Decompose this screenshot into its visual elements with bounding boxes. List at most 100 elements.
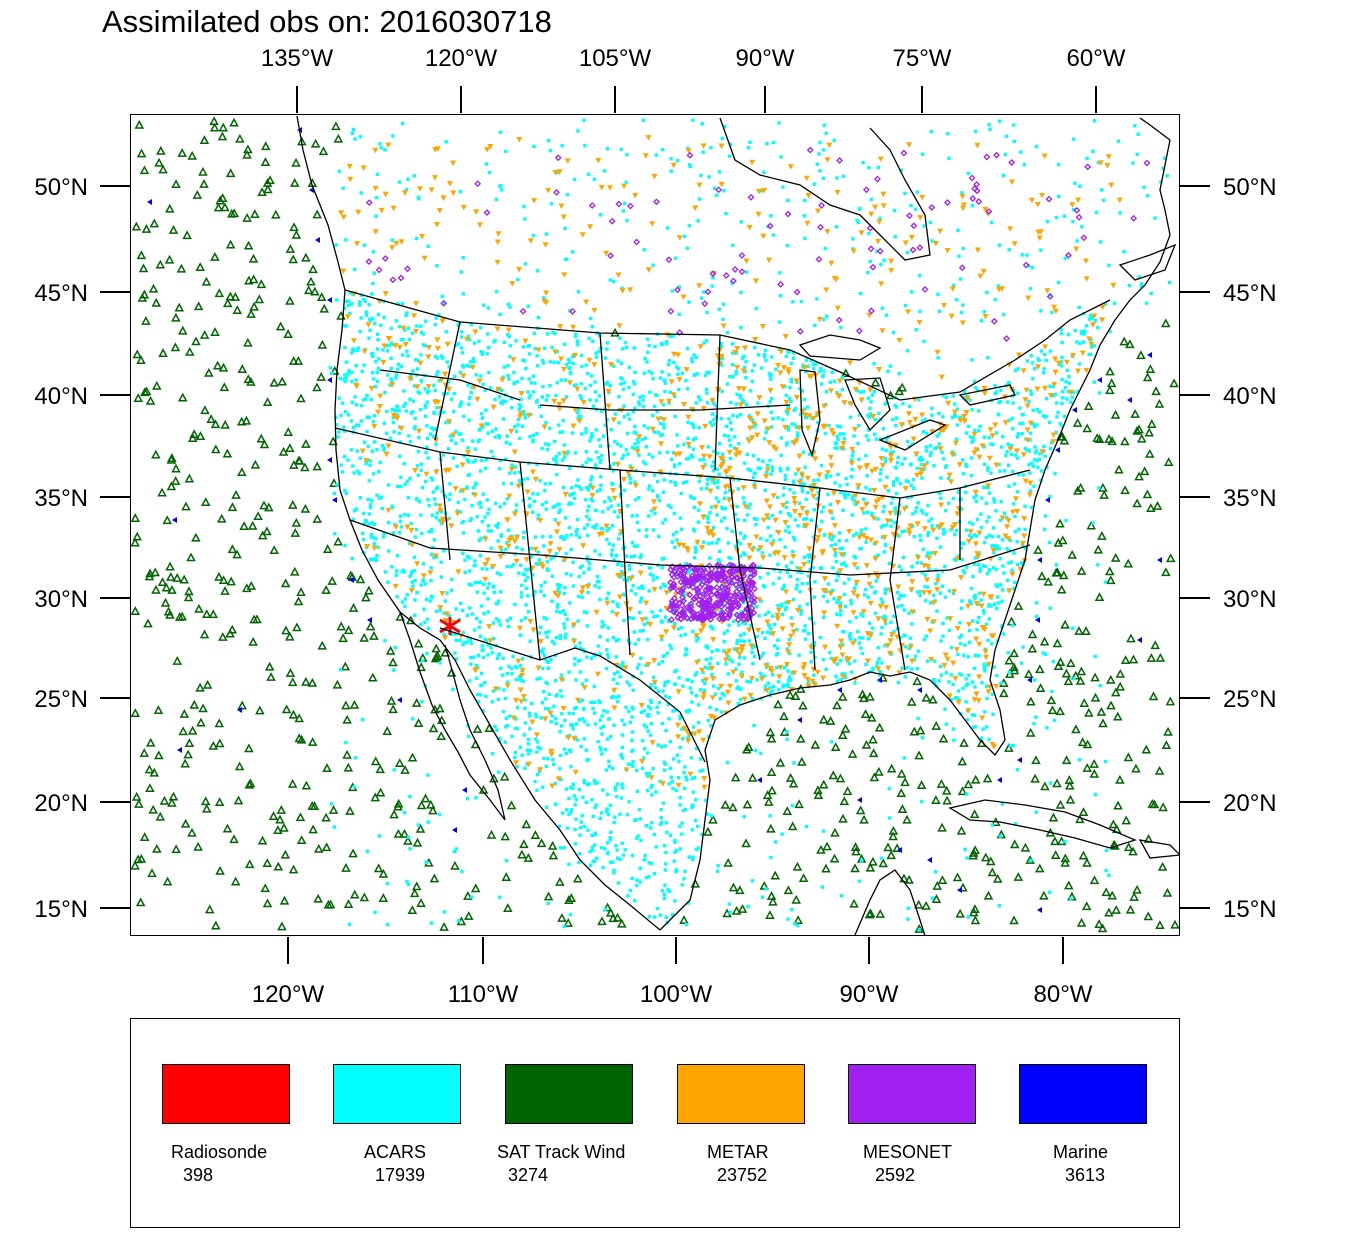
- acars-ob: [519, 595, 524, 599]
- acars-ob: [545, 659, 550, 664]
- acars-ob: [593, 805, 597, 810]
- sat-wind-ob: [225, 168, 236, 178]
- acars-ob: [681, 737, 685, 741]
- acars-ob: [564, 551, 568, 556]
- acars-ob: [633, 642, 638, 646]
- acars-ob: [574, 383, 578, 387]
- acars-ob: [970, 522, 975, 526]
- acars-ob: [665, 651, 670, 655]
- sat-wind-ob: [770, 870, 781, 880]
- acars-ob: [390, 504, 394, 509]
- acars-ob: [600, 620, 604, 624]
- acars-ob: [1002, 511, 1007, 515]
- acars-ob: [403, 597, 408, 601]
- acars-ob: [579, 487, 583, 491]
- acars-ob: [1010, 568, 1014, 572]
- acars-ob: [386, 373, 390, 377]
- acars-ob: [923, 573, 928, 577]
- acars-ob: [645, 637, 650, 642]
- acars-ob: [498, 505, 502, 509]
- acars-ob: [455, 657, 459, 661]
- acars-ob: [760, 674, 764, 678]
- acars-ob: [425, 617, 430, 621]
- sat-wind-ob: [857, 689, 868, 699]
- sat-wind-ob: [348, 848, 358, 858]
- acars-ob: [972, 666, 977, 671]
- sat-wind-ob: [1083, 401, 1094, 410]
- acars-ob: [365, 429, 369, 434]
- acars-ob: [591, 339, 595, 344]
- acars-ob: [831, 566, 835, 570]
- acars-ob: [712, 481, 717, 485]
- acars-ob: [937, 679, 941, 683]
- acars-ob: [557, 423, 561, 427]
- acars-ob: [768, 553, 772, 557]
- observation-map: 135°W 120°W 105°W 90°W 75°W 60°W 120°W 1…: [34, 45, 1276, 1008]
- sat-wind-ob: [1132, 498, 1142, 508]
- acars-ob: [983, 564, 988, 569]
- sat-wind-ob: [1031, 755, 1041, 765]
- acars-ob: [682, 593, 687, 598]
- sat-wind-ob: [886, 763, 897, 773]
- sat-wind-ob: [1121, 815, 1131, 825]
- metar-ob: [476, 222, 483, 228]
- acars-ob: [594, 803, 598, 807]
- acars-ob: [643, 747, 647, 751]
- acars-ob: [958, 621, 962, 625]
- sat-wind-ob: [428, 805, 438, 815]
- acars-ob: [505, 619, 510, 623]
- acars-ob: [544, 706, 548, 711]
- acars-ob: [473, 483, 478, 487]
- metar-ob: [782, 334, 789, 340]
- acars-ob: [994, 583, 998, 587]
- acars-ob: [698, 458, 702, 462]
- acars-ob: [980, 496, 984, 500]
- sat-wind-ob: [343, 625, 354, 635]
- acars-ob: [744, 402, 748, 407]
- acars-ob: [776, 603, 780, 608]
- acars-ob: [342, 429, 347, 433]
- acars-ob: [346, 372, 350, 376]
- acars-ob: [663, 883, 667, 887]
- acars-ob: [528, 434, 532, 439]
- acars-ob: [998, 557, 1002, 561]
- acars-ob: [780, 587, 785, 591]
- acars-ob: [622, 723, 627, 727]
- acars-ob: [726, 541, 730, 545]
- acars-ob: [673, 899, 677, 903]
- acars-ob: [534, 715, 539, 719]
- acars-ob: [493, 397, 497, 402]
- acars-ob: [395, 553, 400, 558]
- acars-ob: [1071, 219, 1075, 224]
- acars-ob: [520, 583, 524, 588]
- acars-ob: [609, 498, 613, 503]
- acars-ob: [1035, 458, 1040, 463]
- metar-ob: [375, 409, 382, 416]
- acars-ob: [1028, 489, 1033, 493]
- acars-ob: [333, 532, 337, 536]
- acars-ob: [577, 787, 582, 792]
- acars-ob: [560, 458, 565, 462]
- acars-ob: [1034, 614, 1039, 619]
- acars-ob: [577, 699, 581, 704]
- sat-wind-ob: [842, 786, 853, 796]
- acars-ob: [973, 129, 978, 134]
- acars-ob: [698, 769, 703, 773]
- acars-ob: [804, 358, 809, 362]
- acars-ob: [795, 565, 800, 570]
- acars-ob: [584, 678, 589, 682]
- acars-ob: [578, 565, 582, 570]
- acars-ob: [958, 635, 962, 640]
- bottom-lon-label: 120°W: [252, 981, 325, 1008]
- metar-ob: [924, 577, 931, 583]
- sat-wind-ob: [1111, 905, 1121, 914]
- acars-ob: [601, 865, 605, 870]
- acars-ob: [661, 801, 666, 805]
- acars-ob: [449, 588, 454, 592]
- acars-ob: [763, 684, 768, 688]
- acars-ob: [608, 803, 612, 808]
- acars-ob: [652, 832, 657, 837]
- acars-ob: [448, 492, 452, 496]
- sat-wind-ob: [1152, 501, 1163, 510]
- acars-ob: [746, 905, 750, 909]
